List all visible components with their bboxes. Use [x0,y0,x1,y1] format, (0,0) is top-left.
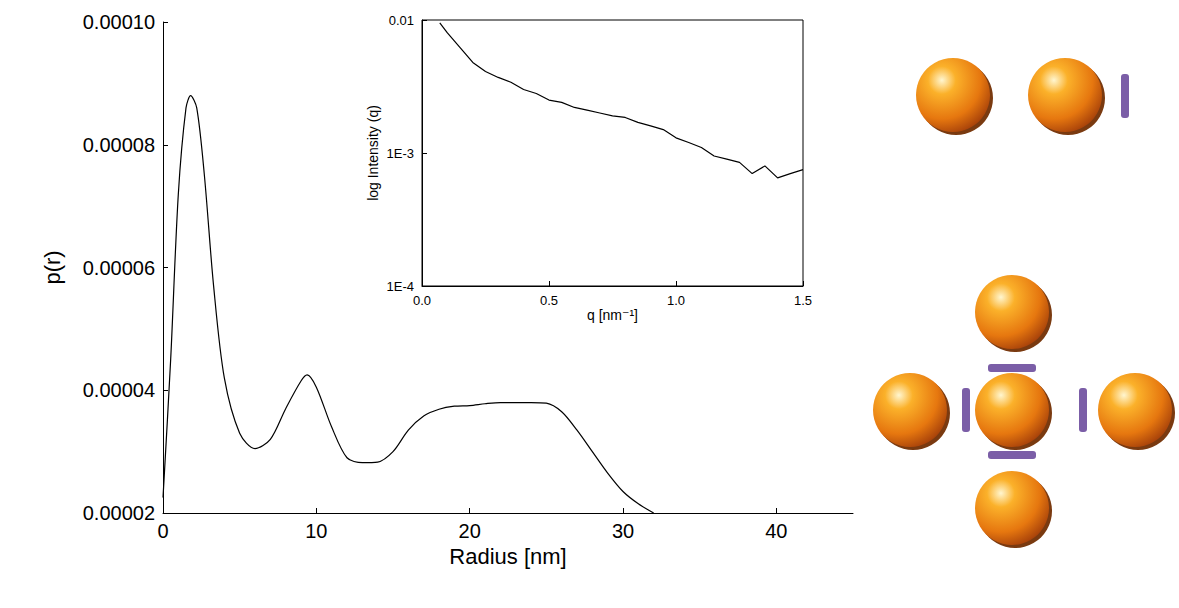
svg-text:0.01: 0.01 [389,13,414,28]
svg-text:p(r): p(r) [40,250,65,284]
svg-text:0.00008: 0.00008 [83,134,155,156]
svg-text:40: 40 [765,520,787,542]
svg-text:10: 10 [305,520,327,542]
svg-text:0.5: 0.5 [540,293,558,308]
svg-text:0: 0 [157,520,168,542]
svg-text:1.0: 1.0 [667,293,685,308]
svg-text:20: 20 [459,520,481,542]
svg-text:0.00002: 0.00002 [83,502,155,524]
svg-text:0.0: 0.0 [413,293,431,308]
svg-text:q [nm⁻¹]: q [nm⁻¹] [587,307,638,323]
svg-text:1.5: 1.5 [794,293,812,308]
svg-text:0.00006: 0.00006 [83,257,155,279]
svg-text:1E-3: 1E-3 [387,146,414,161]
svg-text:log Intensity (q): log Intensity (q) [365,105,381,201]
svg-text:0.00010: 0.00010 [83,11,155,33]
svg-text:Radius [nm]: Radius [nm] [449,544,566,569]
svg-text:30: 30 [612,520,634,542]
svg-text:1E-4: 1E-4 [387,279,414,294]
svg-text:0.00004: 0.00004 [83,379,155,401]
